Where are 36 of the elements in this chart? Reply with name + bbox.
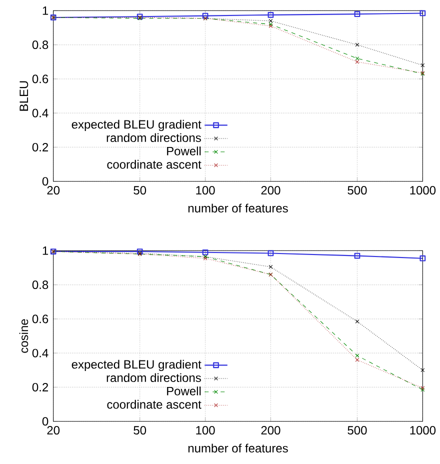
x-tick-label: 1000 [410,426,436,435]
y-tick-label: 0.6 [32,314,48,324]
y-tick-label: 0.6 [32,74,48,84]
legend-label: Powell [167,146,201,156]
x-tick-label: 1000 [410,186,436,195]
x-tick-label: 200 [261,186,280,195]
x-tick-label: 50 [134,186,146,195]
y-axis-title: cosine [19,319,28,353]
legend-label: expected BLEU gradient [72,120,202,132]
legend-label: coordinate ascent [107,400,202,409]
legend-label: expected BLEU gradient [72,360,202,372]
y-tick-label: 0.2 [32,382,48,392]
y-tick-label: 0.4 [32,348,48,358]
y-tick-label: 0.4 [32,108,48,118]
x-axis-title: number of features [188,204,288,213]
x-axis-title: number of features [188,444,288,453]
legend-label: Powell [167,386,201,396]
legend-label: random directions [106,373,201,382]
y-tick-label: 0.8 [32,40,48,50]
y-axis-title: BLEU [20,81,28,111]
y-tick-label: 1 [42,246,48,255]
x-tick-label: 200 [261,426,280,435]
x-tick-label: 500 [348,186,367,195]
x-tick-label: 50 [134,426,146,435]
x-tick-label: 20 [47,426,60,435]
x-tick-label: 500 [348,426,367,435]
x-tick-label: 100 [196,186,215,195]
x-tick-label: 100 [196,426,215,435]
y-tick-label: 1 [42,6,48,15]
y-tick-label: 0 [42,177,48,186]
x-tick-label: 20 [47,186,60,195]
y-tick-label: 0.2 [32,142,48,152]
legend-label: random directions [106,133,201,142]
y-tick-label: 0 [42,417,48,426]
y-tick-label: 0.8 [32,280,48,290]
legend-label: coordinate ascent [107,160,202,169]
